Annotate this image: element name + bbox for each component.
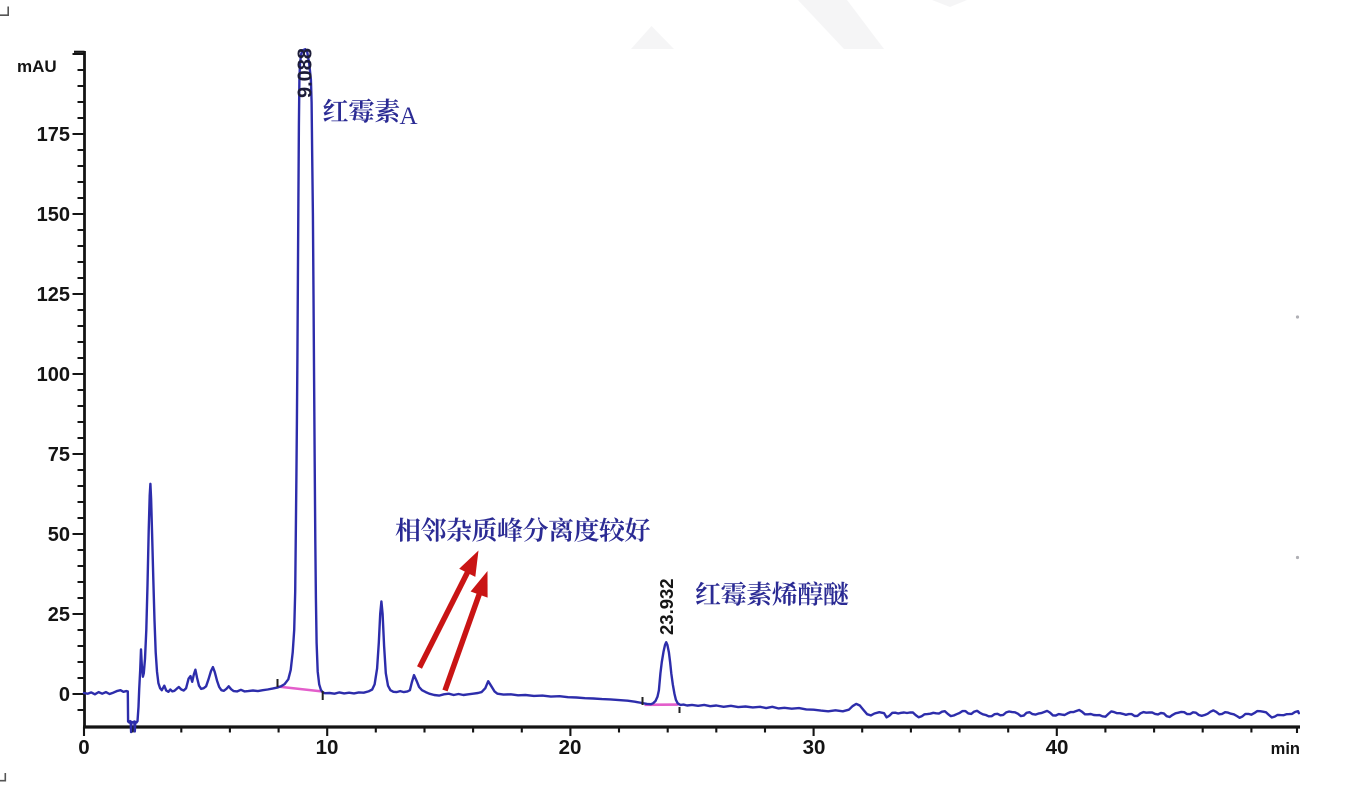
svg-text:23.932: 23.932 (656, 578, 677, 635)
svg-text:75: 75 (48, 444, 70, 466)
svg-text:175: 175 (37, 124, 70, 146)
svg-text:150: 150 (37, 204, 70, 226)
svg-text:0: 0 (59, 684, 70, 706)
svg-text:9.088: 9.088 (295, 48, 317, 98)
svg-text:50: 50 (48, 524, 70, 546)
svg-text:mAU: mAU (17, 57, 57, 76)
svg-text:A: A (400, 103, 418, 130)
svg-text:25: 25 (48, 604, 70, 626)
svg-text:125: 125 (37, 284, 70, 306)
svg-text:20: 20 (559, 736, 582, 759)
svg-text:10: 10 (316, 736, 339, 759)
svg-text:min: min (1271, 740, 1300, 758)
svg-text:40: 40 (1046, 736, 1069, 759)
svg-text:100: 100 (37, 364, 70, 386)
svg-text:0: 0 (78, 736, 89, 759)
svg-text:30: 30 (803, 736, 826, 759)
